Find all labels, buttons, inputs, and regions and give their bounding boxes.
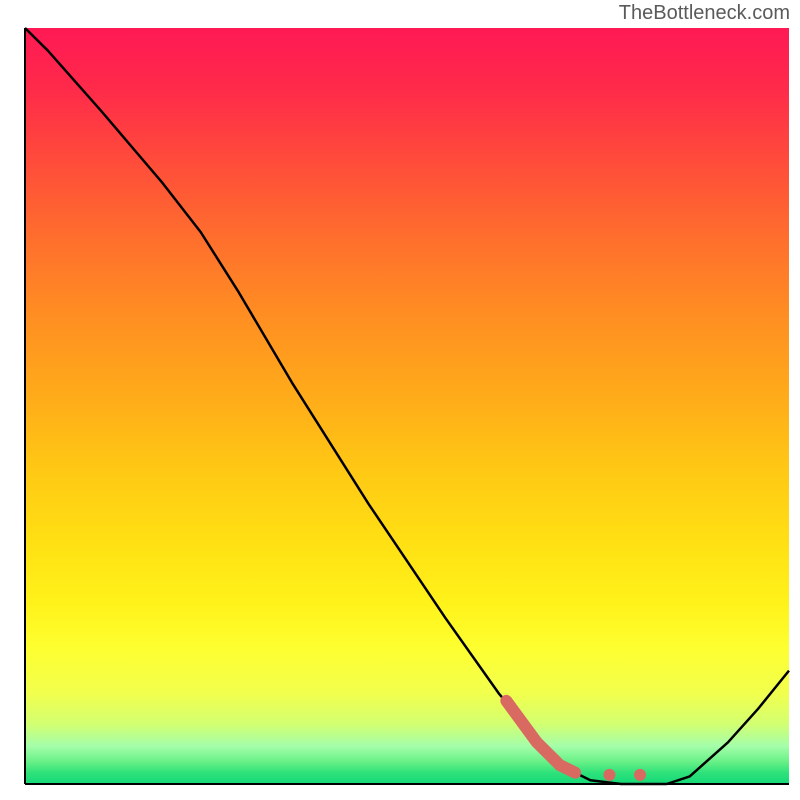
watermark-text: TheBottleneck.com [619, 2, 790, 25]
bottleneck-chart [0, 0, 800, 800]
highlight-dot [634, 769, 646, 781]
chart-background [25, 28, 789, 784]
highlight-dot [603, 769, 615, 781]
chart-container: TheBottleneck.com [0, 0, 800, 800]
